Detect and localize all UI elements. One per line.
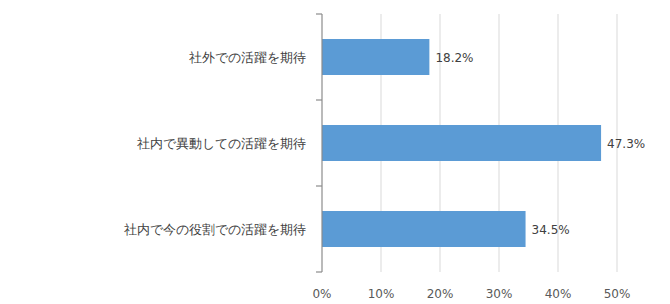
tick-label: 0% bbox=[312, 287, 331, 301]
category-tick bbox=[316, 99, 322, 100]
category-label: 社内で異動しての活躍を期待 bbox=[137, 136, 306, 151]
tick-label: 50% bbox=[604, 287, 631, 301]
data-label: 18.2% bbox=[435, 51, 473, 65]
category-axis bbox=[321, 14, 322, 272]
category-label: 社内で今の役割での活躍を期待 bbox=[124, 222, 306, 237]
tick-label: 20% bbox=[427, 287, 454, 301]
category-label: 社外での活躍を期待 bbox=[189, 50, 306, 65]
bars bbox=[322, 39, 601, 247]
bar bbox=[322, 39, 429, 75]
category-tick bbox=[316, 271, 322, 272]
bar bbox=[322, 125, 601, 161]
data-label: 34.5% bbox=[532, 223, 570, 237]
tick-label: 40% bbox=[545, 287, 572, 301]
axis-range bbox=[322, 272, 617, 273]
category-tick bbox=[316, 185, 322, 186]
category-tick bbox=[316, 13, 322, 14]
chart-svg: 0% 10% 20% 30% 40% 50% 社外での活躍を期待 18.2% 社内で異動しての活… bbox=[0, 0, 670, 304]
chart-container: 0% 10% 20% 30% 40% 50% 社外での活躍を期待 18.2% 社内で異動しての活… bbox=[0, 0, 670, 304]
tick-label: 10% bbox=[368, 287, 395, 301]
bar bbox=[322, 211, 526, 247]
tick-label: 30% bbox=[486, 287, 513, 301]
data-label: 47.3% bbox=[607, 137, 645, 151]
